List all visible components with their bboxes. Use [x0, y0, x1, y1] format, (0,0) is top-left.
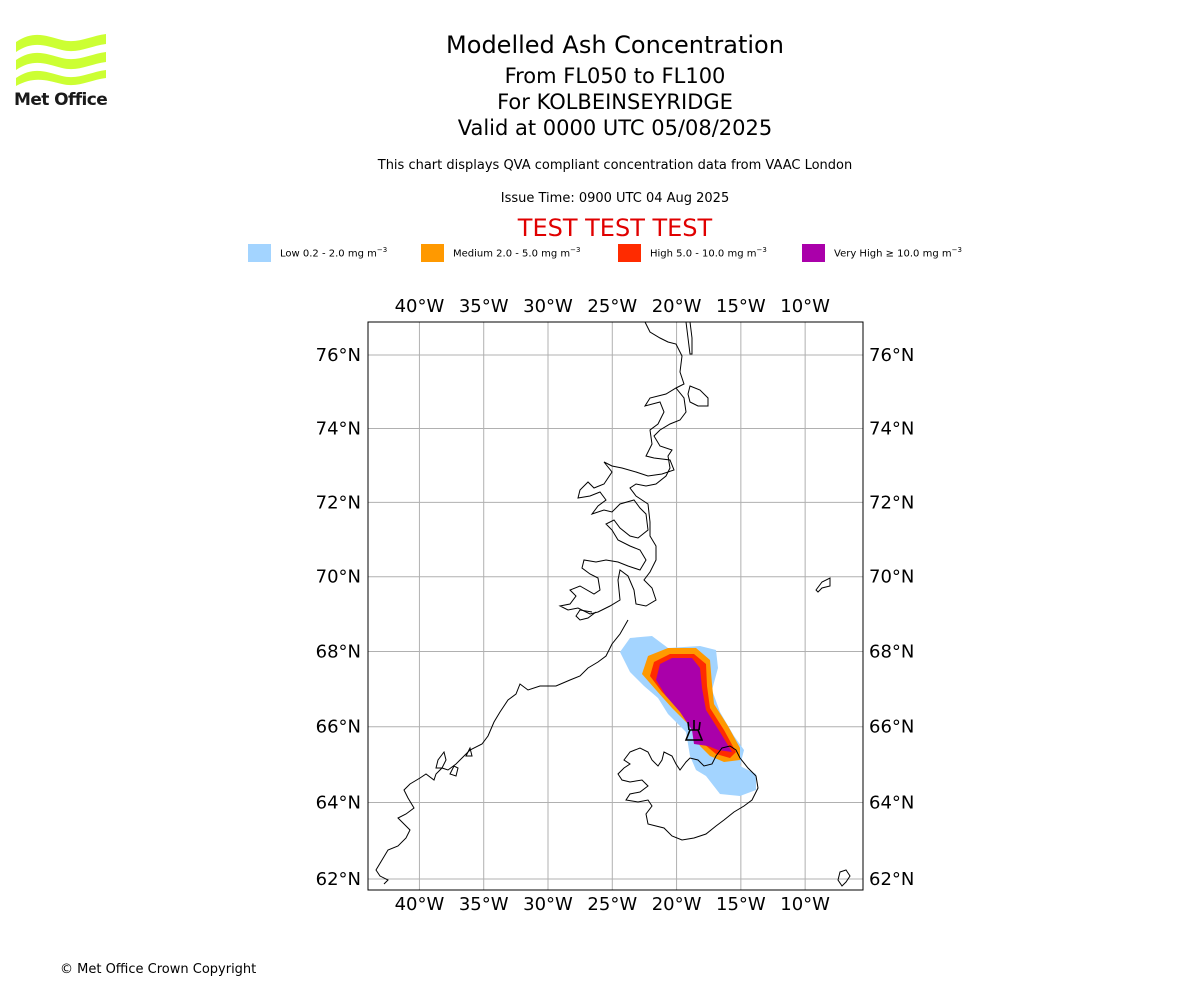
greenland-island-c — [435, 746, 473, 777]
volcano-name: For KOLBEINSEYRIDGE — [497, 90, 733, 114]
legend-label-high: High 5.0 - 10.0 mg m−3 — [650, 246, 767, 260]
met-office-logo: Met Office — [14, 30, 110, 112]
lat-tick-label-left: 64°N — [316, 793, 361, 814]
legend-swatch-very-high — [802, 244, 825, 262]
lon-tick-label-top: 25°W — [587, 296, 637, 317]
issue-time: Issue Time: 0900 UTC 04 Aug 2025 — [500, 191, 730, 206]
lon-tick-label-bottom: 30°W — [523, 894, 573, 915]
lon-tick-label-bottom: 10°W — [780, 894, 830, 915]
coastlines — [375, 322, 851, 887]
map-grid — [368, 322, 863, 890]
lon-tick-label-top: 15°W — [716, 296, 766, 317]
chart-title: Modelled Ash Concentration — [446, 31, 784, 59]
jan-mayen-coastline — [815, 577, 831, 593]
lon-tick-label-bottom: 15°W — [716, 894, 766, 915]
lon-tick-label-bottom: 25°W — [587, 894, 637, 915]
lat-tick-label-right: 72°N — [869, 492, 914, 513]
greenland-coastline — [558, 322, 687, 615]
lat-tick-label-left: 66°N — [316, 717, 361, 738]
lat-tick-label-right: 62°N — [869, 869, 914, 890]
lat-tick-label-left: 72°N — [316, 492, 361, 513]
lon-tick-label-top: 40°W — [395, 296, 445, 317]
lat-tick-label-left: 70°N — [316, 567, 361, 588]
met-office-logo-text: Met Office — [14, 90, 108, 110]
lat-tick-label-right: 66°N — [869, 717, 914, 738]
iceland-coastline — [617, 745, 759, 841]
lon-tick-label-top: 35°W — [459, 296, 509, 317]
volcano-icon — [684, 720, 704, 741]
lon-tick-label-bottom: 35°W — [459, 894, 509, 915]
compliance-note: This chart displays QVA compliant concen… — [377, 158, 853, 173]
lat-tick-label-right: 74°N — [869, 419, 914, 440]
copyright-notice: © Met Office Crown Copyright — [60, 962, 257, 977]
lat-tick-label-left: 68°N — [316, 641, 361, 662]
greenland-coastline-south — [375, 609, 629, 885]
legend-swatch-high — [618, 244, 641, 262]
map-content — [375, 322, 851, 887]
greenland-island-b — [687, 385, 709, 407]
legend-label-medium: Medium 2.0 - 5.0 mg m−3 — [453, 246, 581, 260]
faroe-coastline — [837, 869, 851, 887]
lon-tick-label-bottom: 40°W — [395, 894, 445, 915]
lat-tick-label-left: 76°N — [316, 345, 361, 366]
legend-swatch-low — [248, 244, 271, 262]
lon-tick-label-top: 10°W — [780, 296, 830, 317]
greenland-island-a — [685, 322, 693, 355]
legend-label-low: Low 0.2 - 2.0 mg m−3 — [280, 246, 388, 260]
lon-tick-label-bottom: 20°W — [652, 894, 702, 915]
met-office-wave-icon — [16, 34, 106, 86]
ash-plume-very-high — [656, 658, 732, 752]
lon-tick-label-top: 30°W — [523, 296, 573, 317]
map-frame — [367, 321, 864, 891]
flight-level-range: From FL050 to FL100 — [504, 64, 726, 88]
lat-tick-label-right: 68°N — [869, 641, 914, 662]
valid-time: Valid at 0000 UTC 05/08/2025 — [457, 116, 773, 140]
lat-tick-label-right: 70°N — [869, 567, 914, 588]
lat-tick-label-right: 64°N — [869, 793, 914, 814]
lat-tick-label-right: 76°N — [869, 345, 914, 366]
test-banner: TEST TEST TEST — [517, 214, 713, 242]
map-tick-labels: 40°W 40°W 35°W 35°W 30°W 30°W 25°W 25°W 20°W 20°W… — [316, 296, 915, 915]
lon-tick-label-top: 20°W — [652, 296, 702, 317]
legend-label-very-high: Very High ≥ 10.0 mg m−3 — [834, 246, 962, 260]
lat-tick-label-left: 62°N — [316, 869, 361, 890]
legend-swatch-medium — [421, 244, 444, 262]
lat-tick-label-left: 74°N — [316, 419, 361, 440]
